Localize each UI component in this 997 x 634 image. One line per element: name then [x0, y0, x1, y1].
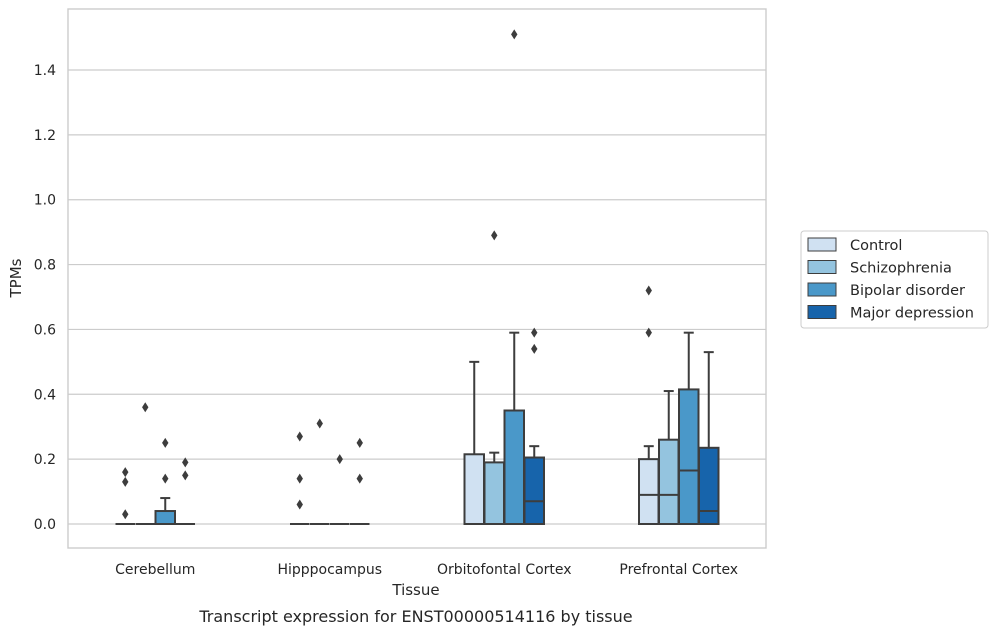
box-group: [310, 418, 330, 525]
plot-frame: [67, 8, 767, 549]
outlier-point: [122, 476, 129, 487]
outlier-point: [182, 457, 189, 468]
outlier-point: [645, 285, 652, 296]
y-axis-label: TPMs: [7, 258, 25, 298]
outlier-point: [296, 499, 303, 510]
x-tick-label: Orbitofontal Cortex: [437, 562, 572, 578]
box-group: [463, 360, 485, 525]
chart-caption: Transcript expression for ENST0000051411…: [198, 607, 632, 626]
outlier-point: [142, 402, 149, 413]
outlier-point: [122, 509, 129, 520]
box-group: [503, 29, 525, 525]
outlier-point: [336, 454, 343, 465]
box-group: [678, 331, 700, 525]
y-tick-label: 0.0: [34, 517, 56, 533]
box-group: [330, 454, 350, 525]
y-tick-label: 1.0: [34, 193, 56, 209]
box: [463, 453, 485, 525]
box-group: [483, 230, 505, 525]
boxes: [115, 29, 720, 525]
outlier-point: [531, 343, 538, 354]
y-tick-label: 0.2: [34, 452, 56, 468]
box-group: [350, 437, 370, 525]
legend-label: Schizophrenia: [850, 261, 952, 277]
legend-swatch: [807, 237, 837, 252]
x-tick-label: Cerebellum: [115, 562, 195, 578]
x-tick-labels: Cerebellum Hipppocampus Orbitofontal Corte…: [115, 562, 738, 578]
y-tick-labels: 0.0 0.2 0.4 0.6 0.8 1.0 1.2 1.4: [34, 63, 56, 533]
outlier-point: [531, 327, 538, 338]
outlier-point: [296, 431, 303, 442]
outlier-point: [491, 230, 498, 241]
box-group: [115, 467, 135, 525]
legend-swatch: [807, 260, 837, 274]
outlier-point: [316, 418, 323, 429]
box-group: [154, 437, 176, 525]
outlier-point: [122, 467, 129, 478]
box-group: [290, 431, 310, 525]
box: [483, 461, 505, 525]
legend-label: Control: [850, 238, 902, 254]
box: [638, 458, 660, 525]
box: [523, 456, 545, 525]
legend-swatch: [807, 282, 837, 297]
legend-frame: [800, 230, 989, 329]
box: [678, 388, 700, 525]
y-tick-label: 1.2: [34, 128, 56, 144]
outlier-point: [296, 473, 303, 484]
legend-swatch: [807, 305, 837, 319]
box: [658, 438, 680, 525]
box-group: [175, 457, 195, 525]
legend: Control Schizophrenia Bipolar disorder Majo…: [800, 230, 989, 329]
box-group: [698, 351, 720, 525]
outlier-point: [182, 470, 189, 481]
legend-label: Bipolar disorder: [850, 283, 965, 299]
outlier-point: [645, 327, 652, 338]
x-axis-label: Tissue: [391, 581, 439, 599]
box: [503, 409, 525, 525]
box: [698, 446, 720, 525]
x-tick-label: Hipppocampus: [277, 562, 382, 578]
box: [154, 510, 176, 525]
y-tick-label: 0.4: [34, 387, 56, 403]
outlier-point: [356, 437, 363, 448]
outlier-point: [356, 473, 363, 484]
y-tick-label: 1.4: [34, 63, 56, 79]
outlier-point: [162, 437, 169, 448]
y-tick-label: 0.8: [34, 258, 56, 274]
box-group: [135, 402, 155, 525]
outlier-point: [511, 29, 518, 40]
x-tick-label: Prefrontal Cortex: [619, 562, 738, 578]
box-group: [638, 285, 660, 525]
y-tick-label: 0.6: [34, 322, 56, 338]
box-group: [658, 390, 680, 525]
outlier-point: [162, 473, 169, 484]
legend-label: Major depression: [850, 306, 974, 322]
box-group: [523, 327, 545, 525]
